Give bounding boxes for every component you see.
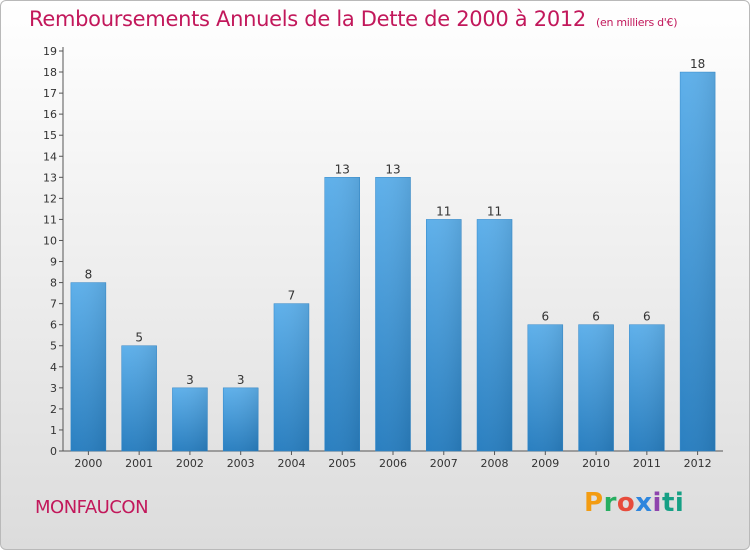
y-tick-label: 3 [50,382,57,395]
bar-shade [477,219,513,451]
brand-logo: Proxiti [584,488,685,518]
bar-shade [324,177,360,451]
bar-shade [527,324,563,451]
bar-value-label: 8 [85,268,93,282]
y-tick-label: 6 [50,319,57,332]
y-tick-label: 1 [50,424,57,437]
bar-value-label: 13 [385,162,400,176]
x-tick-label: 2006 [379,457,407,470]
y-tick-label: 19 [43,45,57,58]
x-tick-label: 2003 [227,457,255,470]
bar-shade [172,387,208,451]
y-tick-label: 15 [43,129,57,142]
y-tick-label: 12 [43,192,57,205]
x-tick-label: 2007 [430,457,458,470]
y-tick-label: 8 [50,277,57,290]
x-tick-label: 2000 [74,457,102,470]
bar-shade [121,345,157,451]
x-tick-label: 2004 [277,457,305,470]
y-tick-label: 14 [43,150,57,163]
bar-shade [680,72,716,451]
y-tick-label: 5 [50,340,57,353]
x-tick-label: 2010 [582,457,610,470]
y-tick-label: 16 [43,108,57,121]
y-tick-label: 0 [50,445,57,458]
bar-value-label: 6 [643,310,651,324]
y-tick-label: 7 [50,298,57,311]
chart-title-text: Remboursements Annuels de la Dette de 20… [29,7,586,31]
chart-title: Remboursements Annuels de la Dette de 20… [29,7,677,31]
y-tick-label: 11 [43,213,57,226]
bar-value-label: 11 [487,204,502,218]
bar-shade [375,177,411,451]
bar-value-label: 18 [690,57,705,71]
x-tick-label: 2002 [176,457,204,470]
x-tick-label: 2001 [125,457,153,470]
chart-subtitle: (en milliers d'€) [596,16,678,29]
bar-value-label: 13 [335,162,350,176]
bar-shade [426,219,462,451]
bar-value-label: 5 [135,331,143,345]
bar-value-label: 6 [541,310,549,324]
y-tick-label: 10 [43,234,57,247]
y-tick-label: 2 [50,403,57,416]
bar-value-label: 3 [186,373,194,387]
bar-shade [629,324,665,451]
x-tick-label: 2009 [531,457,559,470]
y-tick-label: 13 [43,171,57,184]
x-tick-label: 2012 [684,457,712,470]
x-tick-label: 2005 [328,457,356,470]
y-tick-label: 17 [43,87,57,100]
y-tick-label: 4 [50,361,57,374]
x-tick-label: 2008 [481,457,509,470]
y-tick-label: 18 [43,66,57,79]
bar-value-label: 7 [288,289,296,303]
bar-shade [70,282,106,451]
location-name: MONFAUCON [35,497,149,518]
bar-shade [273,303,309,451]
bar-value-label: 11 [436,204,451,218]
bar-value-label: 6 [592,310,600,324]
bar-shade [223,387,259,451]
chart-bars [70,71,716,452]
x-tick-label: 2011 [633,457,661,470]
chart-labels: 8 5 3 3 7 13 13 11 11 6 6 6 18 [85,57,706,387]
y-tick-label: 9 [50,256,57,269]
bar-value-label: 3 [237,373,245,387]
bar-shade [578,324,614,451]
